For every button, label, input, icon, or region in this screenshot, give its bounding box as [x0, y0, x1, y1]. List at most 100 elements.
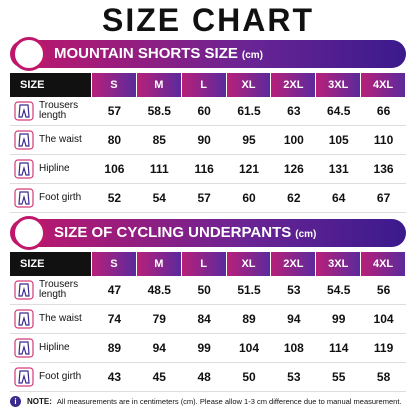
- row-label: Trousers length: [39, 279, 79, 300]
- row-icon: [14, 338, 34, 358]
- header-cell: S: [92, 252, 137, 276]
- value-cell: 53: [271, 276, 317, 305]
- banner-icon: [12, 216, 46, 250]
- value-cell: 94: [136, 334, 182, 363]
- value-cell: 114: [316, 334, 362, 363]
- sections: MOUNTAIN SHORTS SIZE (cm) SIZE S M L XL 2XL 3XL 4…: [10, 37, 406, 392]
- value-cell: 89: [92, 334, 137, 363]
- value-cell: 54.5: [316, 276, 362, 305]
- value-cell: 43: [92, 363, 137, 392]
- value-cell: 110: [361, 126, 406, 155]
- info-icon: i: [10, 396, 21, 407]
- note-text: All measurements are in centimeters (cm)…: [56, 397, 402, 406]
- row-label-cell: Hipline: [10, 155, 92, 184]
- row-label: Trousers length: [39, 100, 79, 121]
- value-cell: 111: [136, 155, 182, 184]
- value-cell: 67: [361, 184, 406, 213]
- row-label-cell: The waist: [10, 305, 92, 334]
- value-cell: 80: [92, 126, 137, 155]
- row-label-cell: The waist: [10, 126, 92, 155]
- value-cell: 89: [226, 305, 272, 334]
- size-table: SIZE S M L XL 2XL 3XL 4XL Trousers length 47 48.5 5…: [10, 252, 406, 392]
- row-label-cell: Hipline: [10, 334, 92, 363]
- value-cell: 126: [271, 155, 317, 184]
- value-cell: 79: [136, 305, 182, 334]
- value-cell: 58.5: [136, 97, 182, 126]
- row-icon: [14, 159, 34, 179]
- section-banner: MOUNTAIN SHORTS SIZE (cm): [10, 37, 406, 71]
- value-cell: 57: [92, 97, 137, 126]
- header-cell: M: [136, 73, 182, 97]
- value-cell: 116: [181, 155, 227, 184]
- value-cell: 53: [271, 363, 317, 392]
- section-heading: SIZE OF CYCLING UNDERPANTS: [54, 224, 292, 241]
- section-heading: MOUNTAIN SHORTS SIZE: [54, 45, 238, 62]
- value-cell: 84: [181, 305, 227, 334]
- value-cell: 47: [92, 276, 137, 305]
- value-cell: 57: [181, 184, 227, 213]
- value-cell: 95: [226, 126, 272, 155]
- value-cell: 48.5: [136, 276, 182, 305]
- header-cell: 3XL: [316, 252, 362, 276]
- value-cell: 45: [136, 363, 182, 392]
- row-icon: [14, 280, 34, 300]
- value-cell: 50: [226, 363, 272, 392]
- section-unit: (cm): [295, 229, 317, 240]
- value-cell: 131: [316, 155, 362, 184]
- row-icon: [14, 367, 34, 387]
- section-unit: (cm): [241, 50, 264, 61]
- value-cell: 104: [361, 305, 406, 334]
- value-cell: 50: [181, 276, 227, 305]
- value-cell: 108: [271, 334, 317, 363]
- value-cell: 64.5: [316, 97, 362, 126]
- value-cell: 85: [136, 126, 182, 155]
- row-label-cell: Foot girth: [10, 363, 92, 392]
- header-cell: SIZE: [10, 73, 92, 97]
- value-cell: 99: [181, 334, 227, 363]
- value-cell: 136: [361, 155, 406, 184]
- header-cell: 4XL: [361, 73, 406, 97]
- value-cell: 94: [271, 305, 317, 334]
- row-label: Foot girth: [39, 192, 82, 203]
- row-icon: [14, 101, 34, 121]
- header-cell: L: [181, 73, 227, 97]
- value-cell: 62: [271, 184, 317, 213]
- row-label-cell: Trousers length: [10, 97, 92, 126]
- banner-icon: [12, 37, 46, 71]
- row-label: Hipline: [39, 342, 70, 353]
- value-cell: 63: [271, 97, 317, 126]
- value-cell: 56: [361, 276, 406, 305]
- header-cell: XL: [226, 252, 272, 276]
- value-cell: 74: [92, 305, 137, 334]
- value-cell: 58: [361, 363, 406, 392]
- value-cell: 66: [361, 97, 406, 126]
- header-cell: 4XL: [361, 252, 406, 276]
- value-cell: 105: [316, 126, 362, 155]
- value-cell: 51.5: [226, 276, 272, 305]
- value-cell: 90: [181, 126, 227, 155]
- note: i NOTE: All measurements are in centimet…: [10, 396, 401, 407]
- note-label: NOTE:: [27, 397, 52, 406]
- value-cell: 55: [316, 363, 362, 392]
- section-banner: SIZE OF CYCLING UNDERPANTS (cm): [10, 216, 406, 250]
- row-label: The waist: [39, 313, 82, 324]
- row-label: The waist: [39, 134, 82, 145]
- header-cell: M: [136, 252, 182, 276]
- header-cell: 2XL: [271, 252, 317, 276]
- value-cell: 52: [92, 184, 137, 213]
- value-cell: 48: [181, 363, 227, 392]
- row-icon: [14, 130, 34, 150]
- row-icon: [14, 309, 34, 329]
- title: SIZE CHART: [102, 2, 314, 38]
- value-cell: 60: [181, 97, 227, 126]
- value-cell: 61.5: [226, 97, 272, 126]
- row-label: Hipline: [39, 163, 70, 174]
- header-cell: 3XL: [316, 73, 362, 97]
- value-cell: 104: [226, 334, 272, 363]
- value-cell: 60: [226, 184, 272, 213]
- value-cell: 99: [316, 305, 362, 334]
- value-cell: 121: [226, 155, 272, 184]
- value-cell: 64: [316, 184, 362, 213]
- row-label-cell: Foot girth: [10, 184, 92, 213]
